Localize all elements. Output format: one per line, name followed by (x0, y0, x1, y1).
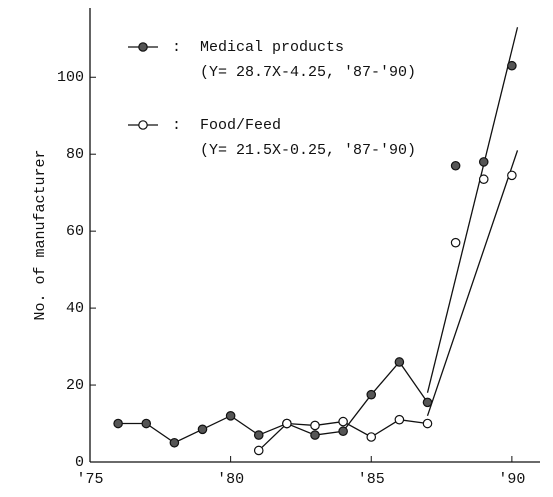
point (253, 430, 264, 440)
y-tick-label: 100 (57, 69, 84, 86)
legend-label: Food/Feed (200, 117, 281, 134)
x-tick-label: '75 (76, 471, 103, 488)
y-tick-label: 20 (66, 377, 84, 394)
legend-equation: (Y= 21.5X-0.25, '87-'90) (200, 142, 416, 159)
point (478, 174, 489, 185)
point (310, 430, 320, 440)
y-tick-label: 40 (66, 300, 84, 317)
fit-line (426, 150, 519, 417)
point (366, 389, 377, 400)
point (422, 418, 433, 429)
point (113, 418, 123, 429)
legend-marker (138, 42, 148, 52)
point (478, 157, 489, 167)
point (450, 160, 461, 171)
x-tick-label: '85 (358, 471, 385, 488)
point (225, 411, 236, 421)
point (450, 237, 461, 248)
legend-marker (138, 120, 148, 130)
point (507, 60, 517, 71)
legend-label: Medical products (200, 39, 344, 56)
legend-separator: : (172, 39, 181, 56)
fit-line (426, 27, 519, 393)
point (422, 397, 433, 408)
x-tick-label: '80 (217, 471, 244, 488)
series-line (118, 360, 429, 444)
y-tick-label: 80 (66, 146, 84, 163)
point (310, 420, 320, 431)
legend-equation: (Y= 28.7X-4.25, '87-'90) (200, 64, 416, 81)
point (394, 414, 405, 425)
y-axis-title: No. of manufacturer (32, 149, 49, 320)
y-tick-label: 0 (75, 454, 84, 471)
point (338, 416, 348, 427)
point (169, 437, 180, 448)
point (507, 170, 517, 181)
point (141, 418, 152, 429)
point (394, 357, 405, 367)
point (282, 418, 292, 429)
y-tick-label: 60 (66, 223, 84, 240)
point (338, 426, 348, 437)
legend-separator: : (172, 117, 181, 134)
x-tick-label: '90 (498, 471, 525, 488)
point (366, 432, 377, 442)
point (253, 445, 264, 456)
point (197, 424, 208, 435)
